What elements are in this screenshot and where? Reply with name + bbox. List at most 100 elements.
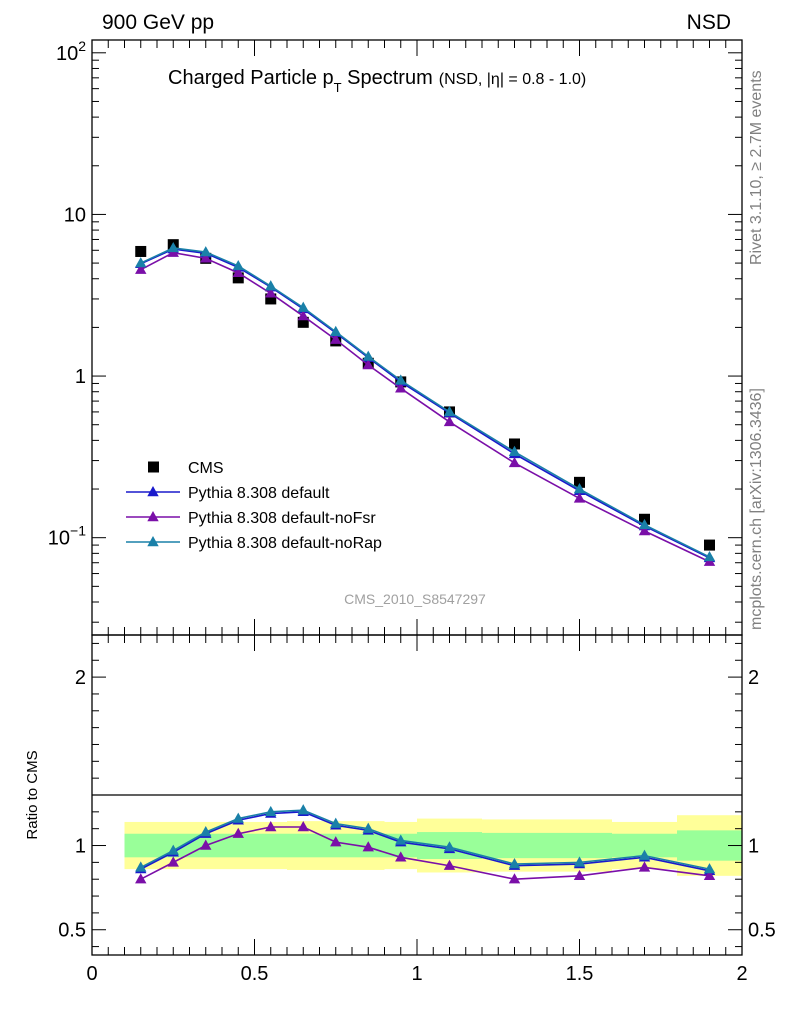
series-pythia-8-308-default-nofsr [135, 246, 716, 566]
ratio-stat-uncertainty-band [124, 833, 157, 858]
ratio-data-point [297, 804, 309, 815]
ratio-series-line [140, 809, 710, 870]
ratio-data-point [443, 841, 456, 852]
ratio-data-point [703, 863, 716, 874]
chart-title-main-suffix: Spectrum [342, 67, 433, 89]
mc-data-point [330, 333, 342, 344]
mc-data-point [265, 280, 277, 291]
ratio-y-tick-label-right: 2 [748, 667, 759, 689]
ratio-plot-panel: 2 21 10.5 0.50 0.5 1 1.5 2 Ratio to CMS [24, 634, 776, 985]
x-tick-label: 1 [411, 963, 422, 985]
ratio-series-pythia-8-308-default-norap [135, 804, 716, 874]
mc-data-point [638, 518, 651, 530]
ratio-plot-frame [91, 634, 743, 956]
mc-data-point [297, 301, 309, 312]
ratio-stat-uncertainty-band [222, 833, 255, 858]
ratio-stat-uncertainty-band [287, 833, 320, 858]
mc-data-point [265, 287, 277, 298]
mc-data-point [135, 257, 147, 268]
legend-item: Pythia 8.308 default [126, 485, 330, 502]
ratio-stat-uncertainty-band [612, 833, 677, 858]
legend-label: Pythia 8.308 default-noFsr [188, 510, 376, 527]
chart-title-main: Charged Particle p [168, 67, 334, 89]
x-tick-label: 2 [736, 963, 747, 985]
mc-data-point [135, 263, 147, 274]
ratio-data-point [362, 841, 374, 852]
mc-data-point [703, 550, 716, 562]
ratio-y-axis-label: Ratio to CMS [24, 750, 41, 839]
mc-data-point [200, 252, 212, 263]
cms-data-point [574, 476, 585, 488]
mc-data-point [638, 524, 651, 536]
ratio-y-tick-label-right: 0.5 [748, 920, 776, 942]
ratio-data-point [297, 821, 309, 832]
cms-data-point [509, 438, 520, 450]
legend: CMS Pythia 8.308 default Pythia 8.308 defa… [126, 460, 382, 552]
ratio-data-point [167, 856, 179, 867]
series-pythia-8-308-default-norap [135, 241, 716, 562]
ratio-data-point [135, 861, 147, 872]
x-tick-label: 0 [86, 963, 97, 985]
mc-data-point [395, 374, 407, 385]
ratio-data-point [200, 826, 212, 837]
ratio-y-tick-label-left: 0.5 [58, 920, 86, 942]
ratio-data-point [200, 839, 212, 850]
cms-data-point [704, 539, 715, 551]
chart-title: Charged Particle pT Spectrum (NSD, |η| = … [168, 67, 586, 95]
ratio-series-line [140, 811, 710, 872]
ratio-data-point [638, 849, 651, 860]
ratio-data-point [232, 812, 244, 823]
legend-marker-square [148, 461, 159, 473]
ratio-data-point [395, 851, 407, 862]
analysis-watermark: CMS_2010_S8547297 [344, 591, 486, 607]
ratio-y-tick-label-left: 1 [75, 836, 86, 858]
ratio-data-point [508, 873, 521, 884]
main-plot-panel: Charged Particle pT Spectrum (NSD, |η| = … [48, 38, 743, 636]
ratio-series-pythia-8-308-default-nofsr [135, 821, 716, 884]
ratio-data-point [135, 873, 147, 884]
ratio-data-point [167, 844, 179, 855]
mc-data-point [232, 266, 244, 278]
legend-marker-triangle [147, 511, 159, 522]
chart-title-subscript: T [334, 80, 342, 95]
ratio-data-point [573, 856, 586, 867]
ratio-data-point [508, 858, 521, 869]
cms-data-point [297, 316, 309, 328]
mc-data-point [200, 246, 212, 257]
header-right-label: NSD [687, 11, 731, 34]
mc-data-point [573, 483, 586, 494]
ratio-stat-uncertainty-band [547, 832, 612, 859]
series-line [140, 248, 710, 559]
ratio-data-point [265, 821, 277, 832]
series-cms [135, 239, 715, 551]
ratio-data-point [330, 817, 342, 828]
legend-label: Pythia 8.308 default-noRap [188, 535, 382, 552]
x-tick-label: 1.5 [566, 963, 594, 985]
series-line [140, 251, 710, 563]
ratio-y-tick-label-left: 2 [75, 667, 86, 689]
legend-label: CMS [188, 460, 224, 477]
mc-data-point [297, 310, 309, 321]
legend-item: Pythia 8.308 default-noFsr [126, 510, 376, 527]
mc-data-point [443, 405, 456, 417]
mc-data-point [232, 259, 244, 271]
ratio-data-point [232, 827, 244, 838]
ratio-data-point [362, 822, 374, 833]
main-y-tick-label: 10−1 [48, 523, 86, 550]
ratio-y-tick-label-right: 1 [748, 836, 759, 858]
series-line [140, 247, 710, 558]
ratio-data-point [330, 836, 342, 847]
mc-data-point [395, 382, 407, 393]
mc-data-point [362, 350, 374, 361]
mcplots-label: mcplots.cern.ch [arXiv:1306.3436] [748, 388, 765, 630]
ratio-data-point [703, 869, 716, 881]
mc-data-point [443, 415, 456, 427]
mc-data-point [167, 241, 179, 253]
legend-item: CMS [148, 460, 224, 477]
ratio-data-point [395, 834, 407, 845]
mc-data-point [330, 325, 342, 336]
rivet-version-label: Rivet 3.1.10, ≥ 2.7M events [748, 70, 765, 265]
header-left-label: 900 GeV pp [102, 11, 214, 34]
mc-data-point [362, 359, 374, 370]
